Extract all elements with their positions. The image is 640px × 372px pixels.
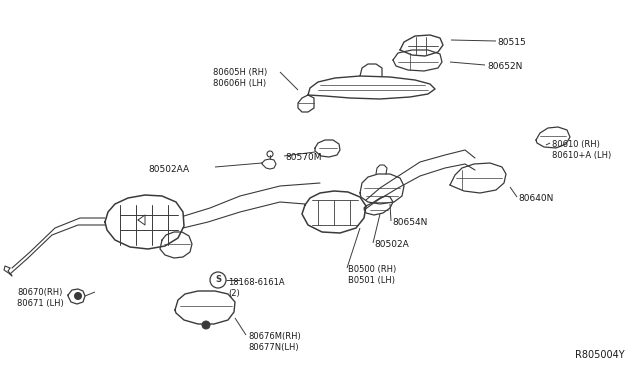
Text: 80605H (RH)
80606H (LH): 80605H (RH) 80606H (LH) [213,68,268,88]
Text: B0500 (RH)
B0501 (LH): B0500 (RH) B0501 (LH) [348,265,396,285]
Text: 80654N: 80654N [392,218,428,227]
Text: 80502A: 80502A [374,240,409,249]
Text: R805004Y: R805004Y [575,350,625,360]
Circle shape [74,292,81,299]
Text: 80652N: 80652N [487,62,522,71]
Text: 80676M(RH)
80677N(LH): 80676M(RH) 80677N(LH) [248,332,301,352]
Text: 18168-6161A
(2): 18168-6161A (2) [228,278,285,298]
Text: S: S [215,276,221,285]
Text: 80670(RH)
80671 (LH): 80670(RH) 80671 (LH) [17,288,64,308]
Text: 80610 (RH)
80610+A (LH): 80610 (RH) 80610+A (LH) [552,140,611,160]
Text: 80502AA: 80502AA [148,165,189,174]
Text: 80640N: 80640N [518,194,554,203]
Circle shape [202,321,210,329]
Text: 80515: 80515 [497,38,525,47]
Text: 80570M: 80570M [285,153,321,162]
